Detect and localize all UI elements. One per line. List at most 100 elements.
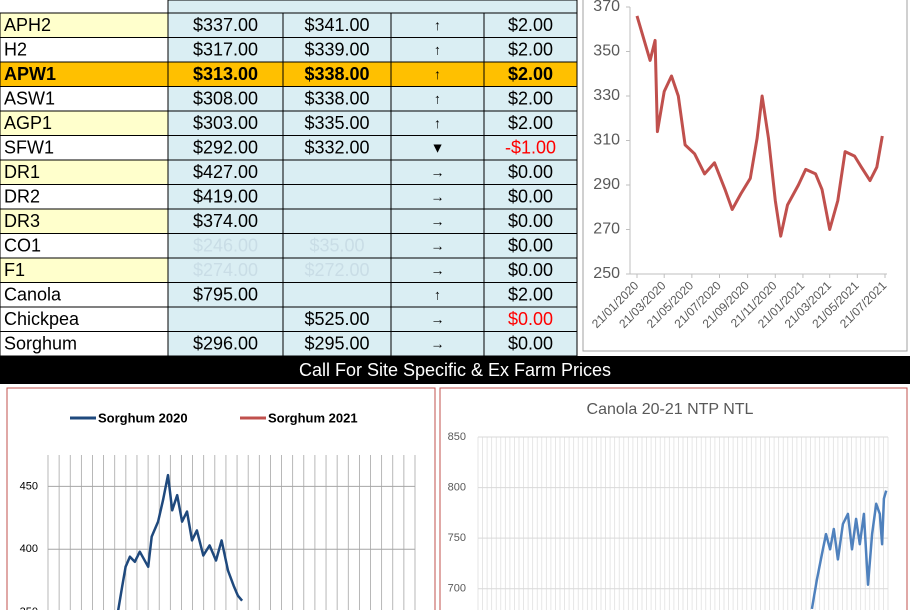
cell-value: → bbox=[431, 311, 445, 327]
cell-value: $313.00 bbox=[193, 64, 258, 84]
cell-value: $338.00 bbox=[304, 64, 369, 84]
cell-value: $427.00 bbox=[193, 162, 258, 182]
cell-value: → bbox=[431, 213, 445, 229]
cell-value: $0.00 bbox=[508, 334, 553, 354]
cell bbox=[483, 61, 578, 87]
cell-value: $0.00 bbox=[508, 236, 553, 256]
cell-value: $295.00 bbox=[304, 334, 369, 354]
cell bbox=[390, 86, 485, 112]
cell-value: ↑ bbox=[434, 286, 441, 302]
row-label: AGP1 bbox=[4, 113, 52, 133]
cell bbox=[0, 331, 169, 357]
y-tick-label: 450 bbox=[20, 480, 38, 492]
cell-value: $341.00 bbox=[304, 15, 369, 35]
cell bbox=[282, 208, 392, 234]
y-tick-label: 370 bbox=[593, 0, 620, 15]
cell bbox=[390, 306, 485, 332]
cell-value: $2.00 bbox=[508, 40, 553, 60]
cell bbox=[0, 86, 169, 112]
cell bbox=[167, 135, 284, 161]
cell-value: ↑ bbox=[434, 66, 441, 82]
y-tick-label: 350 bbox=[20, 606, 38, 610]
cell bbox=[0, 110, 169, 136]
cell-value: $272.00 bbox=[304, 260, 369, 280]
cell-value: $2.00 bbox=[508, 89, 553, 109]
cell-value: $317.00 bbox=[193, 40, 258, 60]
cell-value: $335.00 bbox=[304, 113, 369, 133]
y-tick-label: 700 bbox=[448, 583, 466, 595]
cell-value: $2.00 bbox=[508, 64, 553, 84]
cell-value: $0.00 bbox=[508, 187, 553, 207]
y-tick-label: 270 bbox=[593, 221, 620, 238]
cell bbox=[167, 12, 284, 38]
cell bbox=[0, 184, 169, 210]
cell bbox=[483, 306, 578, 332]
cell-value: ↑ bbox=[434, 115, 441, 131]
cell bbox=[483, 257, 578, 283]
row-label: Canola bbox=[4, 285, 62, 305]
cell bbox=[483, 208, 578, 234]
cell-value: $525.00 bbox=[304, 309, 369, 329]
cell bbox=[282, 61, 392, 87]
cell-value: $35.00 bbox=[309, 236, 364, 256]
cell-value: $303.00 bbox=[193, 113, 258, 133]
row-label: H2 bbox=[4, 40, 27, 60]
cell bbox=[390, 282, 485, 308]
cell bbox=[483, 184, 578, 210]
cell bbox=[483, 86, 578, 112]
cell bbox=[167, 86, 284, 112]
row-label: APW1 bbox=[4, 64, 56, 84]
cell-value: → bbox=[431, 335, 445, 351]
row-label: APH2 bbox=[4, 15, 51, 35]
cell-value: $2.00 bbox=[508, 285, 553, 305]
cell bbox=[390, 12, 485, 38]
cell bbox=[167, 306, 284, 332]
line-series bbox=[116, 473, 244, 610]
cell-value: → bbox=[431, 262, 445, 278]
row-label: DR1 bbox=[4, 162, 40, 182]
y-tick-label: 250 bbox=[593, 265, 620, 282]
cell-value: $374.00 bbox=[193, 211, 258, 231]
y-tick-label: 330 bbox=[593, 87, 620, 104]
chart-title: Canola 20-21 NTP NTL bbox=[587, 401, 754, 418]
line-series bbox=[635, 15, 884, 238]
legend-label: Sorghum 2021 bbox=[268, 410, 358, 425]
cell bbox=[483, 282, 578, 308]
cell-value: $296.00 bbox=[193, 334, 258, 354]
cell-value: $274.00 bbox=[193, 260, 258, 280]
cell bbox=[282, 37, 392, 63]
cell bbox=[483, 233, 578, 259]
cell-value: $0.00 bbox=[508, 260, 553, 280]
cell bbox=[0, 159, 169, 185]
y-tick-label: 400 bbox=[20, 543, 38, 555]
cell bbox=[282, 184, 392, 210]
cell bbox=[282, 331, 392, 357]
cell bbox=[390, 37, 485, 63]
line-series bbox=[810, 490, 888, 610]
cell-value: $308.00 bbox=[193, 89, 258, 109]
row-label: CO1 bbox=[4, 236, 41, 256]
cell-value: $246.00 bbox=[193, 236, 258, 256]
cell-value: $292.00 bbox=[193, 138, 258, 158]
row-label: Chickpea bbox=[4, 309, 80, 329]
cell bbox=[0, 257, 169, 283]
cell-value: $0.00 bbox=[508, 211, 553, 231]
cell-value: $419.00 bbox=[193, 187, 258, 207]
cell bbox=[483, 159, 578, 185]
cell-value: $795.00 bbox=[193, 285, 258, 305]
row-label: DR2 bbox=[4, 187, 40, 207]
row-label: Sorghum bbox=[4, 334, 77, 354]
y-tick-label: 350 bbox=[593, 43, 620, 60]
y-tick-label: 290 bbox=[593, 176, 620, 193]
y-tick-label: 850 bbox=[448, 431, 466, 443]
y-tick-label: 800 bbox=[448, 481, 466, 493]
cell-value: -$1.00 bbox=[505, 138, 556, 158]
cell bbox=[282, 159, 392, 185]
row-label: ASW1 bbox=[4, 89, 55, 109]
y-tick-label: 750 bbox=[448, 532, 466, 544]
cell-value: ↑ bbox=[434, 17, 441, 33]
cell bbox=[483, 12, 578, 38]
row-label: F1 bbox=[4, 260, 25, 280]
